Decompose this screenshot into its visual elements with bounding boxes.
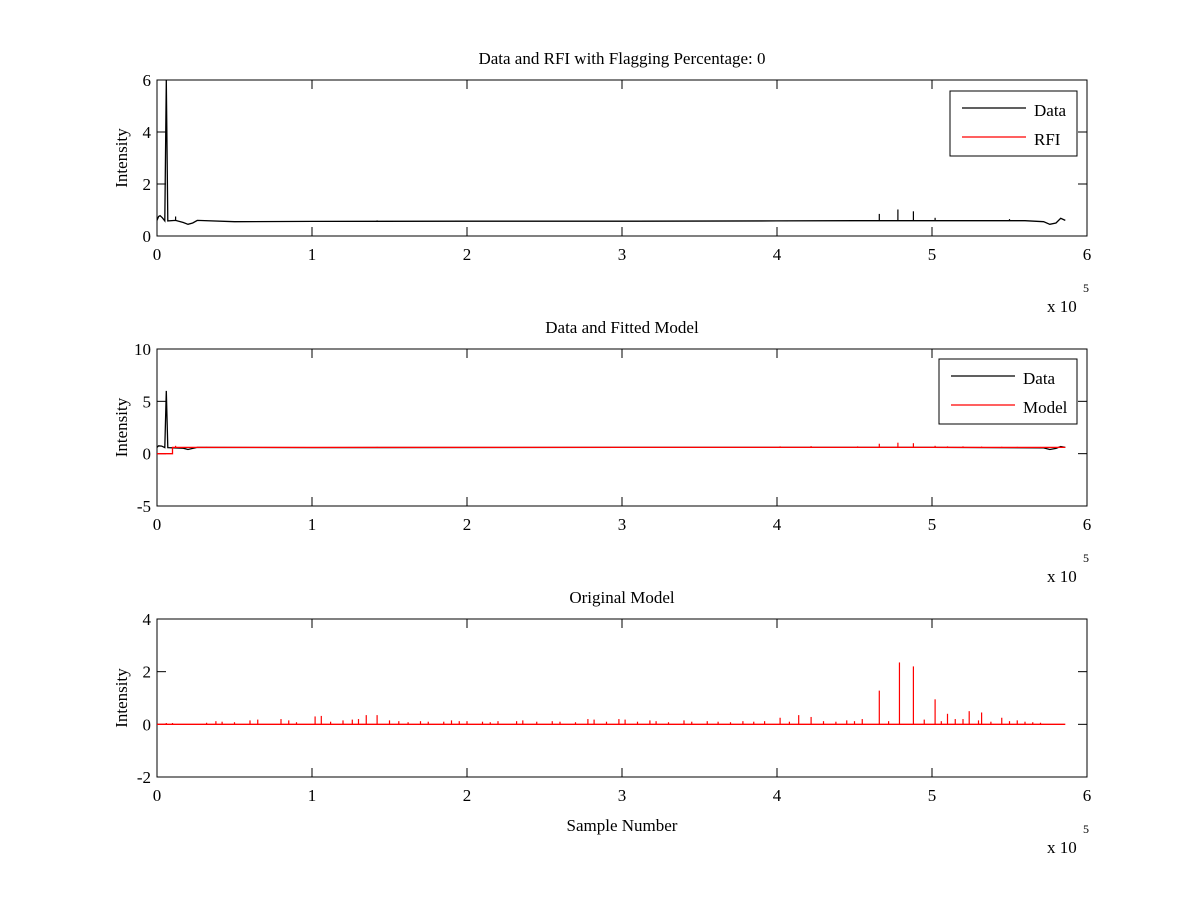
y-tick-label: 2 xyxy=(143,663,152,682)
x-tick-label: 3 xyxy=(618,515,627,534)
plot-area xyxy=(156,79,1088,237)
series-model-line xyxy=(157,446,1066,455)
x-multiplier: x 10 xyxy=(1047,567,1077,586)
x-tick-label: 6 xyxy=(1083,786,1092,805)
x-tick-label: 2 xyxy=(463,515,472,534)
chart-title: Data and Fitted Model xyxy=(545,318,699,337)
x-multiplier: x 10 xyxy=(1047,297,1077,316)
y-tick-label: 10 xyxy=(134,340,151,359)
series-group xyxy=(157,662,1066,725)
y-tick-label: 0 xyxy=(143,227,152,246)
x-tick-label: 5 xyxy=(928,515,937,534)
legend-label: Model xyxy=(1023,398,1068,417)
x-tick-label: 5 xyxy=(928,245,937,264)
legend-box xyxy=(938,358,1078,425)
y-tick-label: -5 xyxy=(137,497,151,516)
y-axis-label: Intensity xyxy=(112,668,131,728)
x-tick-label: 2 xyxy=(463,786,472,805)
legend-label: Data xyxy=(1034,101,1067,120)
y-tick-label: 0 xyxy=(143,715,152,734)
y-tick-label: 4 xyxy=(143,610,152,629)
y-tick-label: -2 xyxy=(137,768,151,787)
x-tick-label: 2 xyxy=(463,245,472,264)
chart-1: 0 1 2 3 4 5 6 0 2 4 6 x 10 5 Data and RFI with Flaggi… xyxy=(112,49,1091,316)
x-tick-label: 1 xyxy=(308,786,317,805)
legend-label: Data xyxy=(1023,369,1056,388)
x-axis-label: Sample Number xyxy=(567,816,678,835)
x-tick-label: 3 xyxy=(618,245,627,264)
chart-title: Original Model xyxy=(569,588,675,607)
x-multiplier-exponent: 5 xyxy=(1083,281,1089,295)
x-tick-label: 5 xyxy=(928,786,937,805)
x-multiplier: x 10 xyxy=(1047,838,1077,857)
y-tick-label: 4 xyxy=(143,123,152,142)
y-tick-label: 6 xyxy=(143,71,152,90)
x-tick-label: 4 xyxy=(773,515,782,534)
series-group xyxy=(157,390,1066,455)
x-tick-label: 1 xyxy=(308,515,317,534)
x-tick-label: 4 xyxy=(773,245,782,264)
x-multiplier-exponent: 5 xyxy=(1083,822,1089,836)
x-multiplier-exponent: 5 xyxy=(1083,551,1089,565)
x-tick-label: 4 xyxy=(773,786,782,805)
legend: Data RFI xyxy=(949,90,1078,157)
x-tick-label: 1 xyxy=(308,245,317,264)
plot-area xyxy=(156,348,1088,507)
x-tick-label: 0 xyxy=(153,515,162,534)
series-data-line xyxy=(157,80,1066,225)
legend-box xyxy=(949,90,1078,157)
x-tick-label: 6 xyxy=(1083,245,1092,264)
y-tick-label: 2 xyxy=(143,175,152,194)
y-tick-label: 5 xyxy=(143,392,152,411)
legend: Data Model xyxy=(938,358,1078,425)
plot-area xyxy=(156,618,1088,778)
x-tick-label: 6 xyxy=(1083,515,1092,534)
y-axis-label: Intensity xyxy=(112,128,131,188)
chart-title: Data and RFI with Flagging Percentage: 0 xyxy=(478,49,765,68)
x-tick-label: 0 xyxy=(153,245,162,264)
series-group xyxy=(157,80,1066,225)
y-tick-label: 0 xyxy=(143,445,152,464)
y-axis-label: Intensity xyxy=(112,397,131,457)
x-tick-label: 0 xyxy=(153,786,162,805)
x-tick-label: 3 xyxy=(618,786,627,805)
legend-label: RFI xyxy=(1034,130,1061,149)
